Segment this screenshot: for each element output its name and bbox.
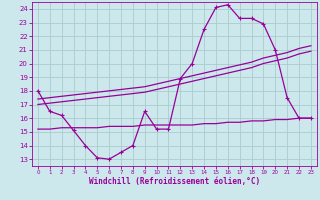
X-axis label: Windchill (Refroidissement éolien,°C): Windchill (Refroidissement éolien,°C) [89,177,260,186]
